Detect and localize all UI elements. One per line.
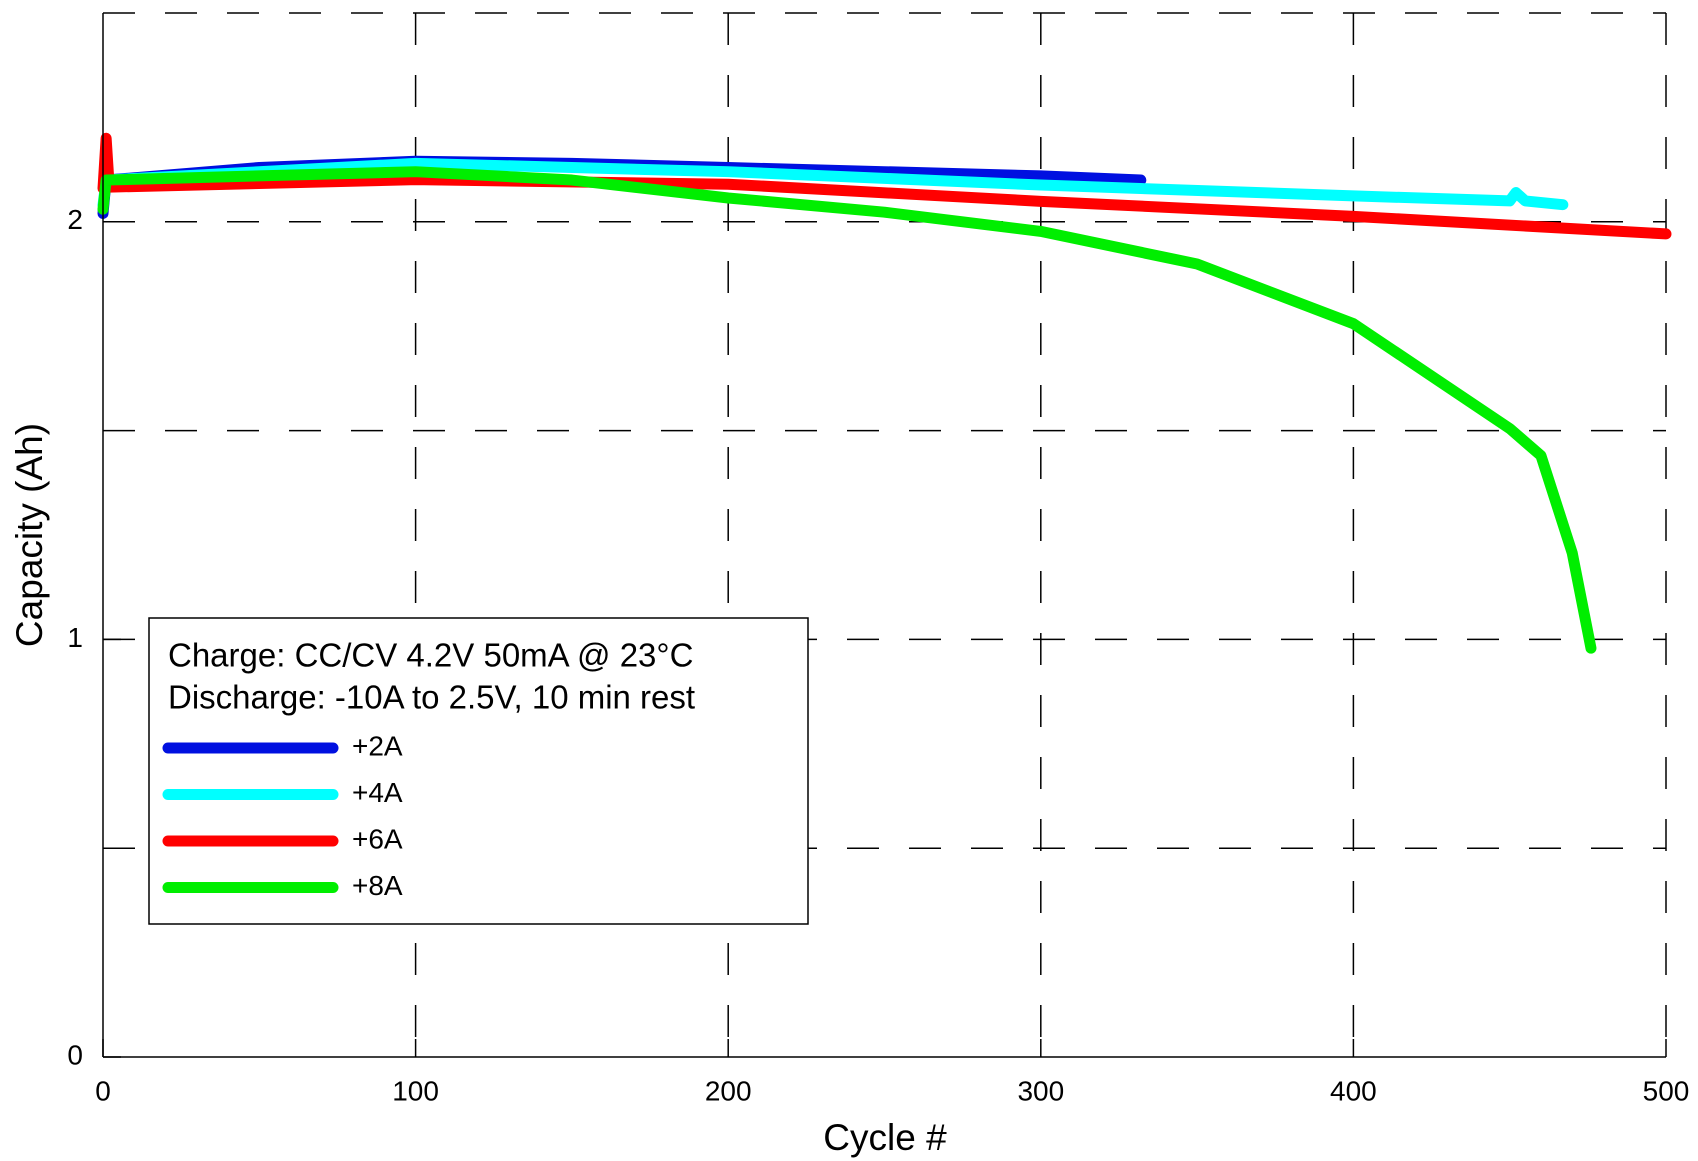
y-tick-label: 2 — [67, 204, 83, 235]
series — [97, 132, 1672, 654]
y-tick-label: 1 — [67, 622, 83, 653]
legend-label: +2A — [352, 730, 403, 761]
x-tick-label: 500 — [1643, 1075, 1690, 1106]
x-tick-label: 100 — [392, 1075, 439, 1106]
legend-label: +6A — [352, 823, 403, 854]
x-tick-label: 0 — [95, 1075, 111, 1106]
x-tick-label: 400 — [1330, 1075, 1377, 1106]
legend-label: +4A — [352, 777, 403, 808]
legend: Charge: CC/CV 4.2V 50mA @ 23°C Discharge… — [148, 617, 809, 925]
x-axis-label: Cycle # — [823, 1117, 947, 1158]
series-line — [97, 166, 1597, 654]
series-line — [97, 132, 1672, 240]
y-axis-label: Capacity (Ah) — [9, 423, 50, 647]
x-tick-label: 200 — [705, 1075, 752, 1106]
legend-box — [148, 617, 809, 925]
annotation: Discharge: -10A to 2.5V, 10 min rest — [168, 679, 695, 716]
axes: 0 100 200 300 400 500 0 1 2 — [67, 13, 1689, 1106]
annotation: Charge: CC/CV 4.2V 50mA @ 23°C — [168, 637, 693, 674]
legend-label: +8A — [352, 870, 403, 901]
x-tick-label: 300 — [1017, 1075, 1064, 1106]
y-tick-label: 0 — [67, 1039, 83, 1070]
